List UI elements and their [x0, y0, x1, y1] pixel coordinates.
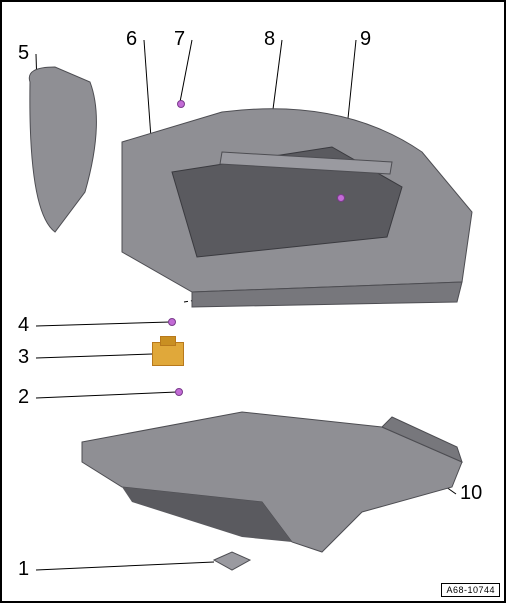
part-upper-trim — [102, 92, 482, 312]
diagram-frame: 1 2 3 4 5 6 7 8 9 10 A68-10744 — [0, 0, 506, 603]
fastener-dot-7 — [177, 100, 185, 108]
callout-5: 5 — [18, 42, 29, 65]
callout-1: 1 — [18, 558, 29, 581]
callout-4: 4 — [18, 314, 29, 337]
part-lower-bracket — [62, 392, 482, 572]
callout-9: 9 — [360, 28, 371, 51]
fastener-dot-9 — [337, 194, 345, 202]
callout-10: 10 — [460, 482, 482, 505]
fastener-dot-4 — [168, 318, 176, 326]
part-connector-tab — [160, 336, 176, 346]
callout-2: 2 — [18, 386, 29, 409]
callout-7: 7 — [174, 28, 185, 51]
callout-6: 6 — [126, 28, 137, 51]
callout-8: 8 — [264, 28, 275, 51]
part-bottom-clip — [212, 550, 252, 572]
figure-id: A68-10744 — [441, 583, 500, 597]
callout-3: 3 — [18, 346, 29, 369]
fastener-dot-2 — [175, 388, 183, 396]
